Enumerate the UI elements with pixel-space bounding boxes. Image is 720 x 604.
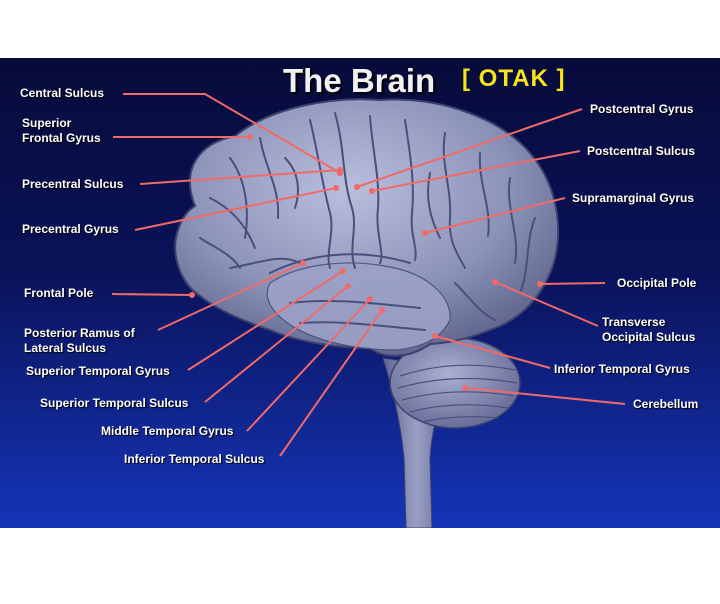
leader-transverse-occipital-sulcus: [494, 281, 599, 327]
label-postcentral-gyrus: Postcentral Gyrus: [590, 102, 694, 116]
cortex-folds: [199, 112, 536, 331]
leader-occipital-pole: [539, 282, 606, 285]
label-cerebellum: Cerebellum: [633, 397, 699, 411]
leader-inferior-temporal-sulcus: [279, 309, 383, 457]
label-postcentral-sulcus: Postcentral Sulcus: [587, 144, 696, 158]
leader-superior-temporal-sulcus: [204, 285, 349, 403]
diagram-title: The Brain: [283, 62, 436, 99]
leader-middle-temporal-gyrus: [246, 298, 371, 432]
leader-dots: [189, 134, 543, 391]
cerebellum-folia: [397, 364, 518, 423]
label-precentral-sulcus: Precentral Sulcus: [22, 177, 124, 191]
brain-diagram: The Brain [ OTAK ] Central Sulcus Superi…: [0, 58, 720, 528]
label-superior-temporal-gyrus: Superior Temporal Gyrus: [26, 364, 170, 378]
leader-superior-temporal-gyrus: [187, 270, 344, 371]
label-superior-temporal-sulcus: Superior Temporal Sulcus: [40, 396, 189, 410]
leader-inferior-temporal-gyrus: [434, 335, 551, 369]
label-middle-temporal-gyrus: Middle Temporal Gyrus: [101, 424, 234, 438]
leader-supramarginal-gyrus: [424, 197, 566, 234]
label-frontal-pole: Frontal Pole: [24, 286, 94, 300]
label-precentral-gyrus: Precentral Gyrus: [22, 222, 119, 236]
label-transverse-occipital-sulcus: Transverse Occipital Sulcus: [602, 315, 696, 344]
leader-postcentral-sulcus: [371, 150, 581, 192]
leader-frontal-pole: [111, 293, 193, 296]
leader-central-sulcus: [123, 93, 341, 174]
leader-cerebellum: [464, 387, 626, 405]
brain-illustration: [111, 93, 626, 528]
label-superior-frontal-gyrus: Superior Frontal Gyrus: [22, 116, 101, 145]
label-posterior-ramus: Posterior Ramus of Lateral Sulcus: [24, 326, 135, 355]
leader-lines: [111, 93, 626, 457]
label-supramarginal-gyrus: Supramarginal Gyrus: [572, 191, 695, 205]
leader-precentral-gyrus: [134, 187, 337, 231]
diagram-subtitle: [ OTAK ]: [462, 65, 566, 92]
label-inferior-temporal-sulcus: Inferior Temporal Sulcus: [124, 452, 265, 466]
leader-precentral-sulcus: [139, 169, 341, 185]
label-inferior-temporal-gyrus: Inferior Temporal Gyrus: [554, 362, 690, 376]
label-central-sulcus: Central Sulcus: [20, 86, 105, 100]
leader-postcentral-gyrus: [356, 108, 583, 188]
leader-posterior-ramus: [157, 262, 304, 331]
label-occipital-pole: Occipital Pole: [617, 276, 697, 290]
